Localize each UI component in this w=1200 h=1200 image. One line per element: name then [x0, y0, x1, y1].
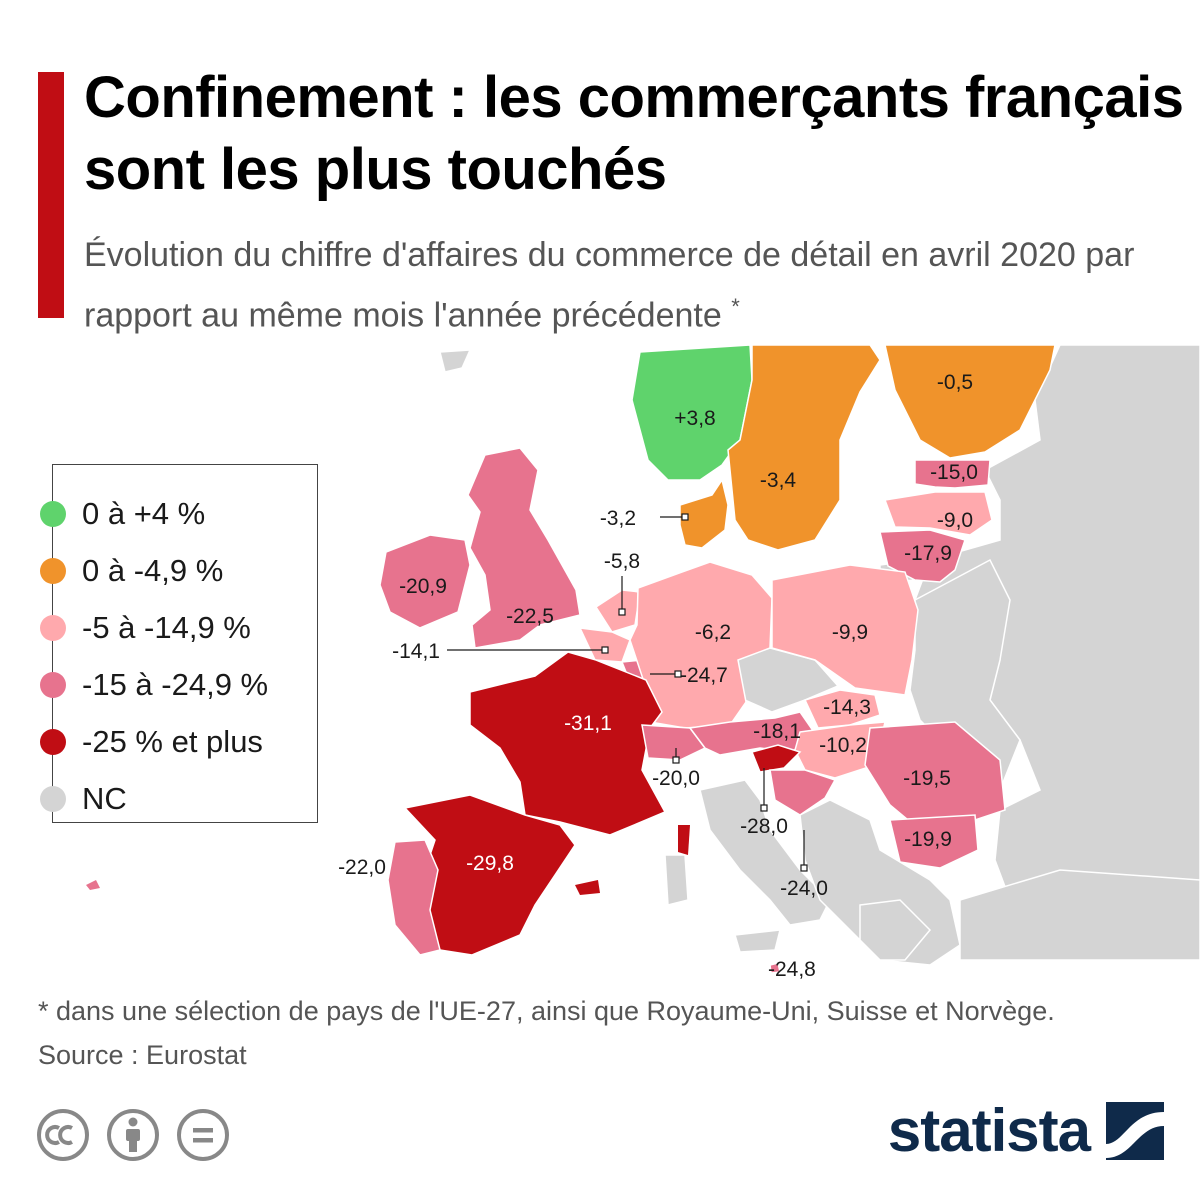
country-value-label: -15,0 [930, 461, 978, 484]
nc-iceland-bit [439, 349, 472, 373]
country-value-label: -3,4 [760, 469, 797, 492]
no-derivatives-icon [177, 1109, 229, 1161]
leader-marker [800, 864, 808, 872]
country-lituanie [879, 529, 966, 583]
country-finlande [884, 345, 1056, 459]
legend-label: -15 à -24,9 % [82, 666, 269, 702]
leader-marker [760, 804, 768, 812]
country-belgique [578, 627, 631, 663]
country-value-label: -19,9 [904, 828, 952, 851]
legend-item: -15 à -24,9 % [40, 656, 317, 713]
leader-marker [681, 513, 689, 521]
country-shapes [86, 345, 1056, 974]
license-icons [36, 1108, 230, 1162]
country-value-label: -14,3 [823, 696, 871, 719]
country-value-label: -5,8 [604, 550, 640, 573]
footnote: * dans une sélection de pays de l'UE-27,… [38, 996, 1055, 1026]
country-value-label: +3,8 [674, 407, 715, 430]
legend-item: 0 à -4,9 % [40, 542, 317, 599]
country-bulgarie [889, 814, 979, 869]
legend-swatch [40, 785, 66, 812]
legend-item: -5 à -14,9 % [40, 599, 317, 656]
country-slov-nie [750, 744, 802, 773]
legend-label: 0 à -4,9 % [82, 552, 224, 588]
legend-item: 0 à +4 % [40, 485, 317, 542]
title-accent-bar [38, 72, 64, 318]
country-croatie [769, 769, 837, 816]
leader-marker [674, 670, 682, 678]
country-value-label: -20,0 [652, 767, 700, 790]
legend-label: -5 à -14,9 % [82, 609, 251, 645]
balearic-islands [575, 880, 600, 895]
leader-marker [618, 608, 626, 616]
country-value-label: -17,9 [904, 542, 952, 565]
country-value-label: -22,5 [506, 605, 554, 628]
subtitle-footnote-mark: * [731, 294, 740, 319]
nc-greece [859, 899, 932, 961]
statista-brand: statista [888, 1096, 1166, 1165]
azores-islands [86, 880, 100, 890]
country-value-label: -3,2 [600, 507, 636, 530]
country-allemagne [629, 561, 773, 729]
statista-wordmark: statista [887, 1097, 1091, 1164]
country-value-label: -24,8 [768, 958, 816, 980]
country-value-label: -24,0 [780, 877, 828, 900]
nc-italy [699, 779, 831, 926]
country-value-label: -18,1 [753, 720, 801, 743]
country-value-label: -0,5 [937, 371, 973, 394]
nc-sicily [734, 929, 781, 953]
subtitle-text: Évolution du chiffre d'affaires du comme… [84, 236, 1135, 335]
country-lettonie [883, 491, 993, 536]
leader-marker [601, 646, 609, 654]
legend-swatch [40, 614, 66, 641]
leader-marker [672, 756, 680, 764]
country-value-label: -29,8 [466, 852, 514, 875]
country-suisse [641, 724, 707, 761]
country-value-label: -9,0 [937, 509, 973, 532]
legend-label: 0 à +4 % [82, 495, 206, 531]
country-pologne [771, 564, 919, 696]
legend-item: -25 % et plus [40, 713, 317, 770]
legend-item: NC [40, 770, 317, 827]
corsica [678, 825, 690, 855]
attribution-person-icon [107, 1109, 159, 1161]
country-su-de [727, 345, 881, 551]
country-value-label: -31,1 [564, 712, 612, 735]
europe-map: +3,8 -3,4 -0,5 -3,2 -15,0 -9,0 -17,9 -20,9 -22,5… [0, 345, 1200, 980]
legend-swatch [40, 500, 66, 527]
page-title: Confinement : les commerçants français s… [84, 65, 1184, 202]
country-value-label: -24,7 [680, 664, 728, 687]
country-value-label: -6,2 [695, 621, 731, 644]
country-value-label: -9,9 [832, 621, 868, 644]
nc-turkey [959, 869, 1200, 961]
country-estonie [914, 459, 991, 489]
country-irlande [379, 534, 471, 629]
country-value-label: -10,2 [819, 734, 867, 757]
country-danemark [679, 478, 729, 549]
country-value-label: -20,9 [399, 575, 447, 598]
legend-label: -25 % et plus [82, 723, 263, 759]
legend-swatch [40, 557, 66, 584]
country-malte [769, 962, 781, 974]
country-value-label: -28,0 [740, 815, 788, 838]
non-covered-land [439, 345, 1200, 966]
map-legend: 0 à +4 % 0 à -4,9 % -5 à -14,9 % -15 à -24,… [40, 464, 318, 823]
country-value-labels: +3,8 -3,4 -0,5 -3,2 -15,0 -9,0 -17,9 -20,9 -22,5… [338, 371, 978, 980]
country-value-label: -19,5 [903, 767, 951, 790]
country-value-label: -14,1 [392, 640, 440, 663]
source-note: Source : Eurostat [38, 1040, 247, 1070]
country-portugal [387, 839, 441, 956]
creative-commons-icon [37, 1109, 89, 1161]
page-subtitle: Évolution du chiffre d'affaires du comme… [84, 230, 1184, 341]
legend-swatch [40, 671, 66, 698]
legend-label: NC [82, 780, 127, 816]
country-royaume-uni [467, 447, 581, 649]
nc-sardinia [664, 854, 689, 906]
country-value-label: -22,0 [338, 856, 386, 879]
label-leader-lines [447, 513, 808, 872]
statista-logo-icon [1106, 1101, 1164, 1160]
country-france [469, 651, 667, 836]
legend-swatch [40, 728, 66, 755]
country-slovaquie [803, 689, 881, 729]
